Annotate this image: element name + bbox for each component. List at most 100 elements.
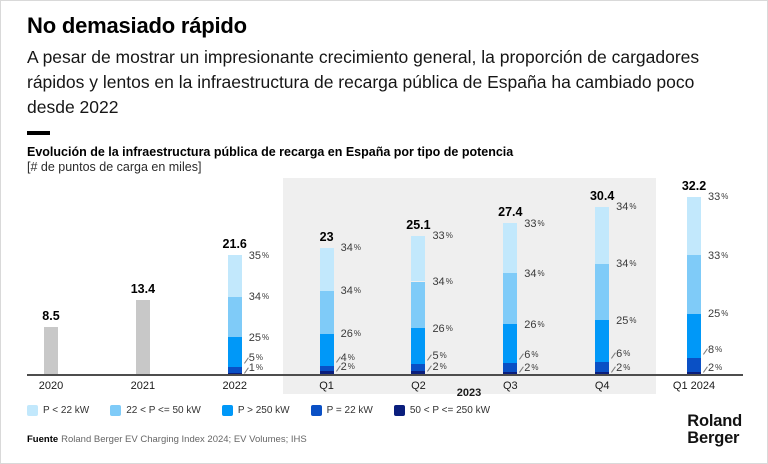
legend-label: P < 22 kW [43, 405, 90, 416]
legend-label: 22 < P <= 50 kW [126, 405, 201, 416]
pct-label-Q1 2024-2: 25% [708, 308, 729, 321]
page-title: No demasiado rápido [27, 13, 247, 38]
pct-label-Q3-4: 2% [524, 361, 539, 374]
bar-value-label: 32.2 [681, 178, 707, 193]
axis-tick-Q3: Q3 [502, 380, 518, 392]
pct-label-Q3-2: 26% [524, 318, 545, 331]
bar-Q3-segment-4 [503, 372, 518, 376]
legend-item-0: P < 22 kW [27, 405, 89, 416]
bar-Q4-segment-2 [595, 320, 610, 363]
legend-swatch-icon [221, 405, 233, 416]
legend-swatch-icon [27, 405, 38, 416]
source-prefix: Fuente [27, 434, 59, 445]
bar-value-label: 27.4 [498, 205, 523, 220]
bar-2022-segment-0 [227, 255, 242, 297]
pct-label-Q1-2: 26% [340, 328, 361, 341]
bar-2022-segment-2 [227, 337, 242, 367]
bar-Q3-segment-2 [503, 324, 518, 364]
bar-Q3-segment-1 [503, 273, 518, 325]
axis-tick-Q1 2024: Q1 2024 [672, 380, 716, 392]
bar-Q2-segment-4 [411, 371, 426, 374]
bar-2020 [44, 327, 58, 374]
logo-line2: Berger [687, 429, 740, 447]
bar-2022-segment-3 [227, 366, 242, 373]
pct-label-Q2-3: 5% [432, 349, 447, 362]
bar-value-label: 8.5 [42, 309, 60, 324]
logo-line1: Roland [687, 412, 742, 430]
pct-label-Q3-1: 34% [524, 267, 545, 280]
pct-label-Q2-4: 2% [432, 360, 447, 373]
axis-tick-Q4: Q4 [594, 380, 610, 392]
pct-label-Q3-3: 6% [524, 348, 539, 361]
axis-tick-2022: 2022 [222, 380, 247, 392]
pct-label-Q1-0: 34% [340, 242, 361, 254]
legend-item-1: 22 < P <= 50 kW [110, 405, 201, 416]
page-subtitle: A pesar de mostrar un impresionante crec… [27, 47, 700, 117]
axis-tick-2020: 2020 [38, 380, 64, 392]
axis-tick-2021: 2021 [130, 380, 156, 392]
bar-Q1 2024-segment-4 [687, 372, 702, 376]
bar-Q2-segment-2 [411, 328, 426, 365]
pct-label-Q4-2: 25% [616, 314, 637, 327]
x-axis-line [27, 374, 743, 376]
bar-value-label: 30.4 [589, 188, 615, 203]
divider-dash [27, 131, 50, 135]
legend: P < 22 kW 22 < P <= 50 kW P > 250 kW P = 22… [27, 405, 490, 416]
pct-label-2022-4: 1% [248, 362, 263, 375]
highlight-band-2023 [283, 178, 656, 394]
pct-label-Q4-3: 6% [616, 347, 631, 360]
legend-swatch-icon [310, 405, 322, 416]
bar-Q1 2024-segment-1 [687, 255, 702, 314]
bar-Q1-segment-2 [319, 333, 334, 367]
bar-2021 [135, 300, 150, 374]
bar-Q4-segment-3 [595, 362, 610, 373]
chart-heading: Evolución de la infraestructura pública … [27, 145, 514, 159]
roland-berger-logo: Roland Berger [687, 413, 742, 447]
pct-label-Q1-1: 34% [340, 285, 361, 297]
bar-value-label: 23 [319, 229, 334, 244]
bar-Q4-segment-4 [595, 372, 610, 376]
source-text: Roland Berger EV Charging Index 2024; EV… [61, 434, 307, 445]
pct-label-Q4-4: 2% [616, 361, 631, 374]
source-note: Fuente Roland Berger EV Charging Index 20… [27, 434, 307, 445]
bar-Q1-segment-0 [319, 247, 334, 291]
pct-label-Q1 2024-3: 8% [708, 343, 723, 356]
bar-value-label: 21.6 [222, 237, 247, 252]
bar-Q4-segment-1 [595, 263, 610, 321]
pct-label-Q2-0: 33% [432, 230, 453, 243]
bar-Q3-segment-0 [503, 223, 518, 274]
legend-label: 50 < P <= 250 kW [409, 405, 491, 416]
bar-Q3-segment-3 [503, 363, 518, 373]
legend-item-4: 50 < P <= 250 kW [393, 405, 491, 416]
pct-label-2022-2: 25% [248, 331, 270, 344]
axis-tick-Q2: Q2 [411, 380, 426, 392]
bar-2022-segment-1 [227, 296, 242, 338]
legend-swatch-icon [110, 405, 122, 416]
chart-unit-note: [# de puntos de carga en miles] [27, 160, 202, 174]
pct-label-Q3-0: 33% [524, 217, 545, 230]
legend-label: P > 250 kW [237, 405, 290, 416]
legend-label: P = 22 kW [326, 405, 373, 416]
pct-label-Q1-3: 4% [340, 351, 355, 364]
pct-label-Q1 2024-1: 33% [708, 249, 729, 262]
legend-swatch-icon [393, 405, 405, 416]
bar-Q1 2024-segment-2 [687, 313, 702, 359]
pct-label-Q1 2024-4: 2% [708, 361, 723, 374]
bar-value-label: 25.1 [406, 217, 431, 232]
pct-label-2022-0: 35% [248, 249, 270, 262]
pct-label-Q2-1: 34% [432, 276, 453, 288]
pct-label-2022-1: 34% [248, 291, 270, 304]
legend-item-3: P = 22 kW [310, 405, 373, 416]
bar-Q1 2024-segment-3 [687, 358, 702, 373]
bar-Q4-segment-0 [595, 206, 610, 264]
pct-label-Q1-4: 2% [340, 360, 355, 373]
pct-label-2022-3: 5% [248, 352, 263, 365]
pct-label-Q2-2: 26% [432, 322, 453, 335]
group-label-2023: 2023 [456, 387, 482, 399]
bar-2022-segment-4 [227, 372, 242, 374]
pct-label-Q1 2024-0: 33% [708, 191, 729, 204]
bar-Q1-segment-3 [319, 366, 334, 372]
bar-Q2-segment-3 [411, 364, 426, 372]
